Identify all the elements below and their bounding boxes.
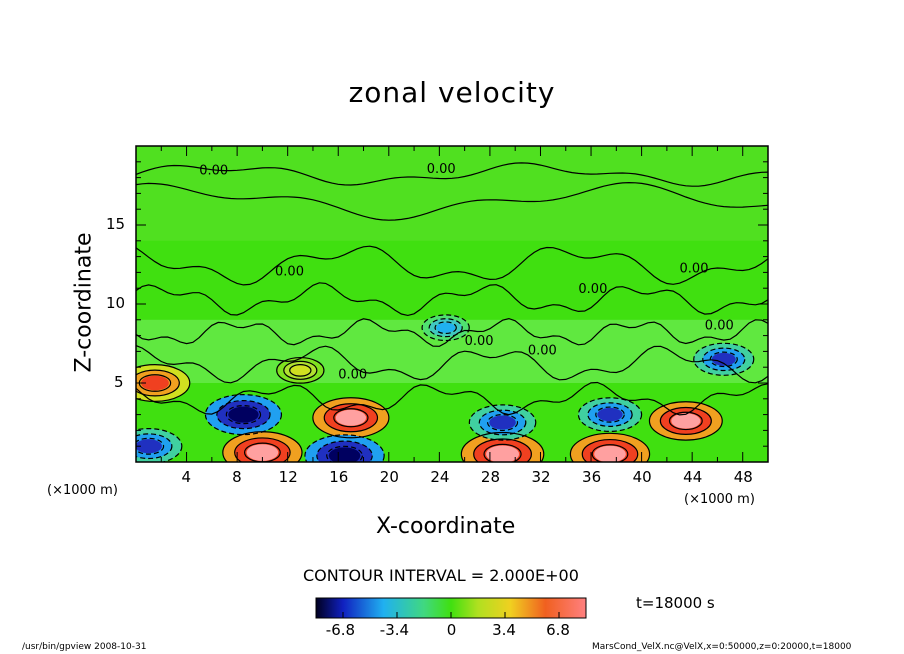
contour-line (487, 413, 519, 432)
contour-interval-text: CONTOUR INTERVAL = 2.000E+00 (303, 566, 579, 585)
contour-line (434, 321, 457, 335)
contour-line (428, 318, 463, 338)
contour-value-label: 0.00 (275, 265, 304, 280)
contour-value-label: 0.00 (427, 162, 456, 177)
x-tick-label: 48 (733, 468, 753, 486)
contour-line (136, 369, 180, 397)
contour-line (478, 409, 527, 436)
x-tick-label: 12 (278, 468, 298, 486)
contour-line (326, 445, 363, 462)
contour-line (136, 364, 191, 402)
contour-line (316, 440, 373, 462)
contour-line (333, 408, 369, 428)
contour-line (595, 406, 625, 423)
x-tick-label: 4 (181, 468, 192, 486)
contour-line (216, 400, 271, 430)
x-tick-label: 44 (683, 468, 703, 486)
contour-line (587, 402, 633, 427)
x-tick-label: 8 (232, 468, 242, 486)
contour-value-label: 0.00 (199, 163, 228, 178)
colorbar-tick-label: -6.8 (325, 621, 356, 639)
x-tick-label: 36 (582, 468, 602, 486)
contour-line (222, 431, 303, 462)
contour-line (659, 406, 712, 435)
contour-line (323, 403, 379, 433)
footer-left: /usr/bin/gpview 2008-10-31 (22, 642, 147, 652)
zero-contour (136, 381, 768, 416)
zero-contour (136, 181, 768, 221)
y-tick-label: 15 (106, 215, 126, 233)
contour-line (483, 443, 522, 462)
y-tick-label: 10 (106, 294, 126, 312)
contour-line (581, 438, 639, 462)
contour-line (234, 437, 291, 462)
colorbar-tick-label: 0 (446, 621, 457, 639)
contour-line (591, 444, 629, 462)
contour-line (136, 433, 173, 460)
colorbar-tick-label: -3.4 (379, 621, 410, 639)
contour-line (136, 437, 165, 455)
contour-line (276, 356, 325, 384)
zero-contour (136, 282, 768, 317)
y-axis-label: Z-coordinate (71, 232, 97, 373)
extremum-cell (136, 364, 190, 402)
x-unit-right: (×1000 m) (684, 492, 755, 507)
contour-line (136, 428, 183, 462)
colorbar-tick-label: 3.4 (492, 621, 516, 639)
time-label: t=18000 s (636, 594, 715, 612)
contour-line (577, 397, 643, 433)
contour-line (648, 401, 723, 441)
footer-right: MarsCond_VelX.nc@VelX,x=0:50000,z=0:2000… (592, 642, 852, 652)
contour-line (225, 405, 262, 425)
contour-line (289, 363, 312, 377)
contour-value-label: 0.00 (528, 344, 557, 359)
x-tick-label: 32 (531, 468, 551, 486)
contour-line (668, 411, 703, 431)
contour-line (304, 434, 385, 462)
contour-line (468, 404, 537, 441)
contour-value-label: 0.00 (465, 334, 494, 349)
extremum-cell (222, 431, 302, 462)
y-tick-label: 5 (114, 373, 124, 391)
contour-line (283, 360, 318, 380)
zero-contour (136, 345, 768, 384)
band-high (136, 146, 768, 241)
x-tick-label: 28 (480, 468, 500, 486)
extremum-cell (304, 434, 385, 462)
contour-line (460, 431, 545, 462)
contour-line (702, 347, 746, 372)
x-tick-label: 24 (430, 468, 450, 486)
chart-title: zonal velocity (348, 76, 556, 109)
contour-line (569, 432, 651, 462)
extremum-cell (461, 432, 544, 462)
contour-value-label: 0.00 (338, 367, 367, 382)
contour-line (421, 314, 470, 342)
extremum-cell (570, 433, 650, 462)
contour-line (204, 394, 283, 436)
x-tick-label: 40 (632, 468, 652, 486)
contour-line (312, 397, 390, 439)
colorbar-tick-label: 6.8 (546, 621, 570, 639)
zero-contour (136, 317, 768, 347)
contour-line (693, 342, 755, 376)
zero-contour (136, 245, 768, 286)
contour-value-label: 0.00 (705, 318, 734, 333)
x-tick-label: 20 (379, 468, 399, 486)
x-tick-label: 16 (329, 468, 349, 486)
contour-value-label: 0.00 (578, 282, 607, 297)
contour-value-label: 0.00 (680, 261, 709, 276)
x-unit-left: (×1000 m) (47, 483, 118, 498)
contour-line (473, 438, 532, 462)
zero-contour (136, 162, 768, 187)
x-axis-label: X-coordinate (376, 514, 516, 539)
